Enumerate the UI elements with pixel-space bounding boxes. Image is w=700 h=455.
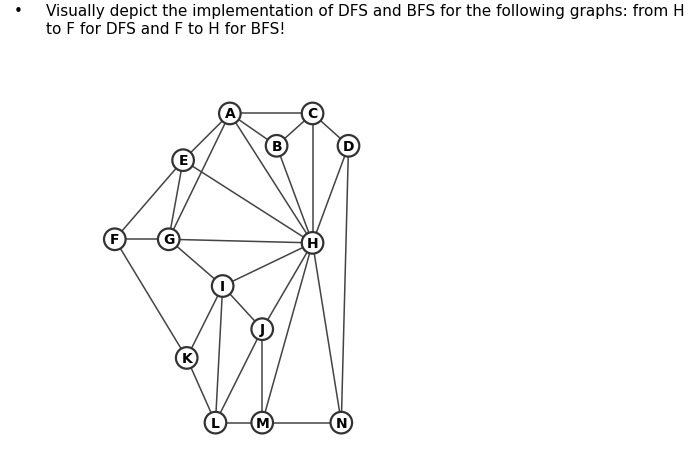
Circle shape bbox=[302, 233, 323, 254]
Circle shape bbox=[212, 276, 234, 297]
Text: B: B bbox=[272, 140, 282, 153]
Text: L: L bbox=[211, 416, 220, 430]
Text: G: G bbox=[163, 233, 174, 247]
Circle shape bbox=[176, 347, 197, 369]
Circle shape bbox=[104, 229, 125, 251]
Text: A: A bbox=[225, 107, 235, 121]
Text: E: E bbox=[178, 154, 188, 168]
Circle shape bbox=[330, 412, 352, 434]
Circle shape bbox=[266, 136, 288, 157]
Circle shape bbox=[158, 229, 179, 251]
Text: C: C bbox=[307, 107, 318, 121]
Text: H: H bbox=[307, 236, 319, 250]
Text: Visually depict the implementation of DFS and BFS for the following graphs: from: Visually depict the implementation of DF… bbox=[46, 4, 684, 36]
Circle shape bbox=[337, 136, 359, 157]
Text: M: M bbox=[256, 416, 269, 430]
Text: K: K bbox=[181, 351, 192, 365]
Circle shape bbox=[219, 103, 241, 125]
Circle shape bbox=[251, 318, 273, 340]
Circle shape bbox=[251, 412, 273, 434]
Text: N: N bbox=[335, 416, 347, 430]
Text: F: F bbox=[110, 233, 120, 247]
Text: •: • bbox=[14, 4, 23, 19]
Circle shape bbox=[172, 150, 194, 172]
Text: J: J bbox=[260, 323, 265, 336]
Text: I: I bbox=[220, 279, 225, 293]
Text: D: D bbox=[343, 140, 354, 153]
Circle shape bbox=[204, 412, 226, 434]
Circle shape bbox=[302, 103, 323, 125]
